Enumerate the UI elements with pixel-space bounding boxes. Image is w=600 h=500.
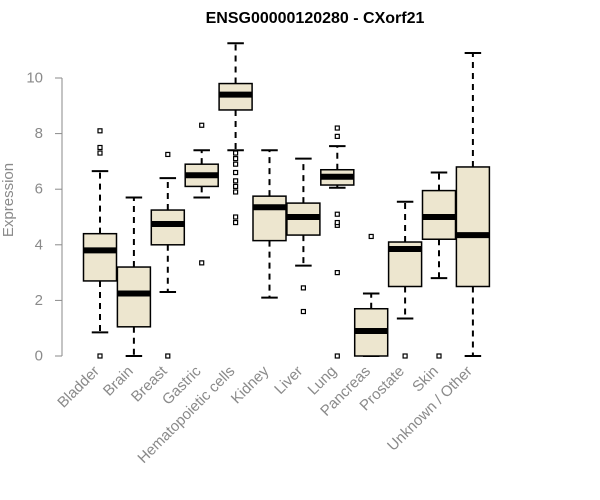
chart-title: ENSG00000120280 - CXorf21 <box>206 10 425 27</box>
outlier-point <box>334 125 340 131</box>
box-group <box>286 157 321 315</box>
box-group <box>455 51 491 357</box>
box-iqr <box>252 195 287 242</box>
outlier-point <box>300 308 306 315</box>
box-iqr <box>455 166 491 288</box>
outlier-point <box>97 150 103 156</box>
box-group <box>252 149 287 299</box>
outlier-point <box>233 156 239 162</box>
y-axis-label: Expression <box>0 163 17 237</box>
box-group <box>116 196 152 357</box>
outlier-point <box>233 161 239 167</box>
y-tick-label: 10 <box>26 70 43 87</box>
outlier-point <box>334 211 340 217</box>
x-tick-label: Kidney <box>228 362 273 407</box>
box-group <box>387 200 423 359</box>
outlier-point <box>402 353 408 359</box>
outlier-point <box>165 353 171 359</box>
outlier-point <box>233 219 239 226</box>
y-tick-label: 6 <box>35 181 43 198</box>
box-iqr <box>116 266 152 328</box>
y-tick-label: 0 <box>35 348 43 365</box>
outlier-point <box>233 169 239 176</box>
box-group <box>218 42 253 226</box>
outlier-point <box>334 353 340 359</box>
y-tick-label: 2 <box>35 292 43 309</box>
outlier-point <box>199 260 205 266</box>
box-iqr <box>150 209 186 246</box>
outlier-point <box>368 233 374 240</box>
box-group <box>353 233 389 357</box>
outlier-point <box>97 128 103 134</box>
box-group <box>82 128 118 359</box>
outlier-point <box>97 353 103 359</box>
outlier-point <box>233 150 239 156</box>
outlier-point <box>233 183 239 190</box>
y-tick-label: 4 <box>35 236 43 253</box>
outlier-point <box>97 144 103 151</box>
outlier-point <box>436 353 442 359</box>
outlier-point <box>334 219 340 226</box>
outlier-point <box>199 122 205 128</box>
boxes <box>82 42 491 359</box>
box-iqr <box>82 232 118 282</box>
box-group <box>421 171 457 359</box>
outlier-point <box>233 178 239 184</box>
box-group <box>150 151 186 359</box>
box-group <box>320 125 355 359</box>
x-tick-label: Bladder <box>54 363 103 412</box>
x-tick-label: Liver <box>271 363 306 398</box>
box-group <box>184 122 219 266</box>
outlier-point <box>233 214 239 220</box>
outlier-point <box>233 189 239 195</box>
outlier-point <box>334 133 340 139</box>
y-tick-label: 8 <box>35 125 43 142</box>
y-axis: 0 2 4 6 8 10 <box>26 70 63 365</box>
outlier-point <box>300 285 306 291</box>
outlier-point <box>165 151 171 158</box>
outlier-point <box>334 270 340 276</box>
